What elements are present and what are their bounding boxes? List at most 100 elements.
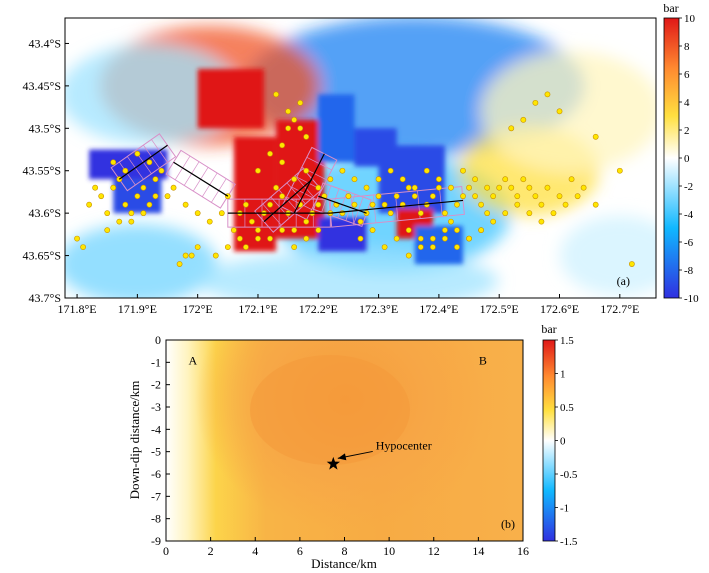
aftershock-point	[255, 235, 261, 242]
aftershock-point	[279, 159, 286, 166]
profile-endpoint-label: B	[479, 354, 487, 368]
x-tick-label: 172.4°E	[419, 302, 458, 316]
aftershock-point	[514, 193, 521, 200]
stress-block	[414, 225, 464, 265]
colorbar-tick-label: 10	[684, 13, 696, 25]
x-tick-label: 0	[163, 544, 169, 558]
aftershock-point	[502, 176, 509, 183]
colorbar-tick-label: -6	[684, 237, 694, 249]
colorbar-tick-label: 0.5	[560, 402, 574, 414]
aftershock-point	[86, 201, 93, 208]
aftershock-point	[562, 201, 569, 208]
aftershock-point	[381, 244, 388, 250]
stress-lobe	[481, 51, 656, 172]
aftershock-point	[273, 184, 279, 191]
aftershock-point	[297, 99, 304, 106]
x-tick-label: 172.3°E	[359, 302, 398, 316]
aftershock-point	[291, 176, 298, 183]
y-tick-label: -9	[151, 534, 161, 548]
aftershock-point	[496, 184, 503, 191]
x-tick-label: 171.9°E	[118, 302, 157, 316]
colorbar-tick-label: -0.5	[560, 469, 578, 481]
fault-trace	[293, 153, 325, 214]
panel-b-colorbar: bar 1.5 1 0.5 0 -0.5 -1 -1.5	[541, 322, 578, 548]
aftershock-point	[285, 125, 292, 132]
aftershock-point	[327, 176, 334, 183]
aftershock-point	[128, 218, 135, 225]
y-tick-label: 43.65°S	[23, 249, 61, 263]
aftershock-point	[176, 261, 183, 267]
aftershock-point	[303, 133, 310, 140]
aftershock-point	[285, 108, 292, 115]
aftershock-point	[405, 227, 412, 234]
colorbar-tick-label: 8	[684, 41, 690, 53]
aftershock-point	[110, 184, 117, 191]
aftershock-point	[556, 193, 563, 200]
aftershock-point	[122, 167, 129, 174]
colorbar-tick-label: 1.5	[560, 335, 574, 347]
aftershock-point	[110, 159, 117, 166]
aftershock-point	[291, 244, 298, 250]
aftershock-point	[74, 235, 80, 242]
aftershock-point	[411, 193, 418, 200]
y-tick-label: -1	[151, 355, 161, 369]
aftershock-point	[381, 201, 388, 208]
stress-lobe	[65, 224, 218, 298]
y-tick-label: -6	[151, 467, 161, 481]
panel-b-x-label: Distance/km	[311, 556, 377, 571]
aftershock-point	[104, 210, 111, 217]
aftershock-point	[206, 218, 213, 225]
aftershock-point	[351, 201, 358, 208]
aftershock-point	[188, 252, 195, 259]
aftershock-point	[514, 201, 521, 208]
x-tick-label: 6	[297, 544, 303, 558]
aftershock-point	[140, 184, 147, 191]
aftershock-point	[405, 252, 412, 259]
aftershock-point	[152, 176, 159, 183]
panel-a-x-axis: 171.8°E 171.9°E 172°E 172.1°E 172.2°E 172.3°E…	[57, 294, 639, 316]
aftershock-point	[387, 210, 394, 217]
aftershock-point	[128, 210, 135, 217]
aftershock-point	[429, 193, 436, 200]
aftershock-point	[303, 235, 310, 242]
aftershock-point	[616, 167, 623, 174]
aftershock-point	[490, 218, 497, 225]
fault-patch	[110, 133, 177, 192]
y-tick-label: -8	[151, 512, 161, 526]
aftershock-point	[417, 244, 424, 250]
y-tick-label: 43.7°S	[29, 291, 61, 305]
aftershock-point	[550, 210, 557, 217]
aftershock-point	[363, 184, 370, 191]
x-tick-label: 172.7°E	[600, 302, 639, 316]
aftershock-point	[448, 218, 454, 225]
y-tick-label: 43.6°S	[29, 206, 61, 220]
aftershock-point	[369, 201, 376, 208]
aftershock-point	[212, 252, 219, 259]
panel-a-label: (a)	[617, 274, 630, 288]
aftershock-point	[315, 201, 322, 208]
aftershock-point	[98, 193, 105, 200]
aftershock-point	[442, 235, 448, 242]
aftershock-point	[315, 184, 322, 191]
aftershock-point	[435, 176, 442, 183]
fault-trace	[330, 199, 464, 214]
hypocenter-star	[326, 456, 340, 470]
aftershock-point	[502, 210, 509, 217]
colorbar-tick-label: 0	[560, 436, 566, 448]
aftershock-point	[273, 91, 279, 98]
aftershock-point	[526, 184, 533, 191]
aftershock-point	[442, 227, 448, 234]
aftershock-point	[230, 227, 237, 234]
aftershock-point	[375, 193, 382, 200]
aftershock-point	[580, 184, 587, 191]
aftershock-point	[466, 184, 472, 191]
aftershock-point	[454, 244, 460, 250]
aftershock-point	[417, 210, 424, 217]
aftershock-point	[628, 261, 635, 267]
aftershock-point	[224, 244, 231, 250]
aftershock-point	[164, 193, 171, 200]
panel-a-map: 171.8°E 171.9°E 172°E 172.1°E 172.2°E 172.3°E…	[23, 17, 657, 316]
aftershock-point	[140, 210, 147, 217]
x-tick-label: 14	[472, 544, 484, 558]
aftershock-point	[291, 116, 298, 123]
